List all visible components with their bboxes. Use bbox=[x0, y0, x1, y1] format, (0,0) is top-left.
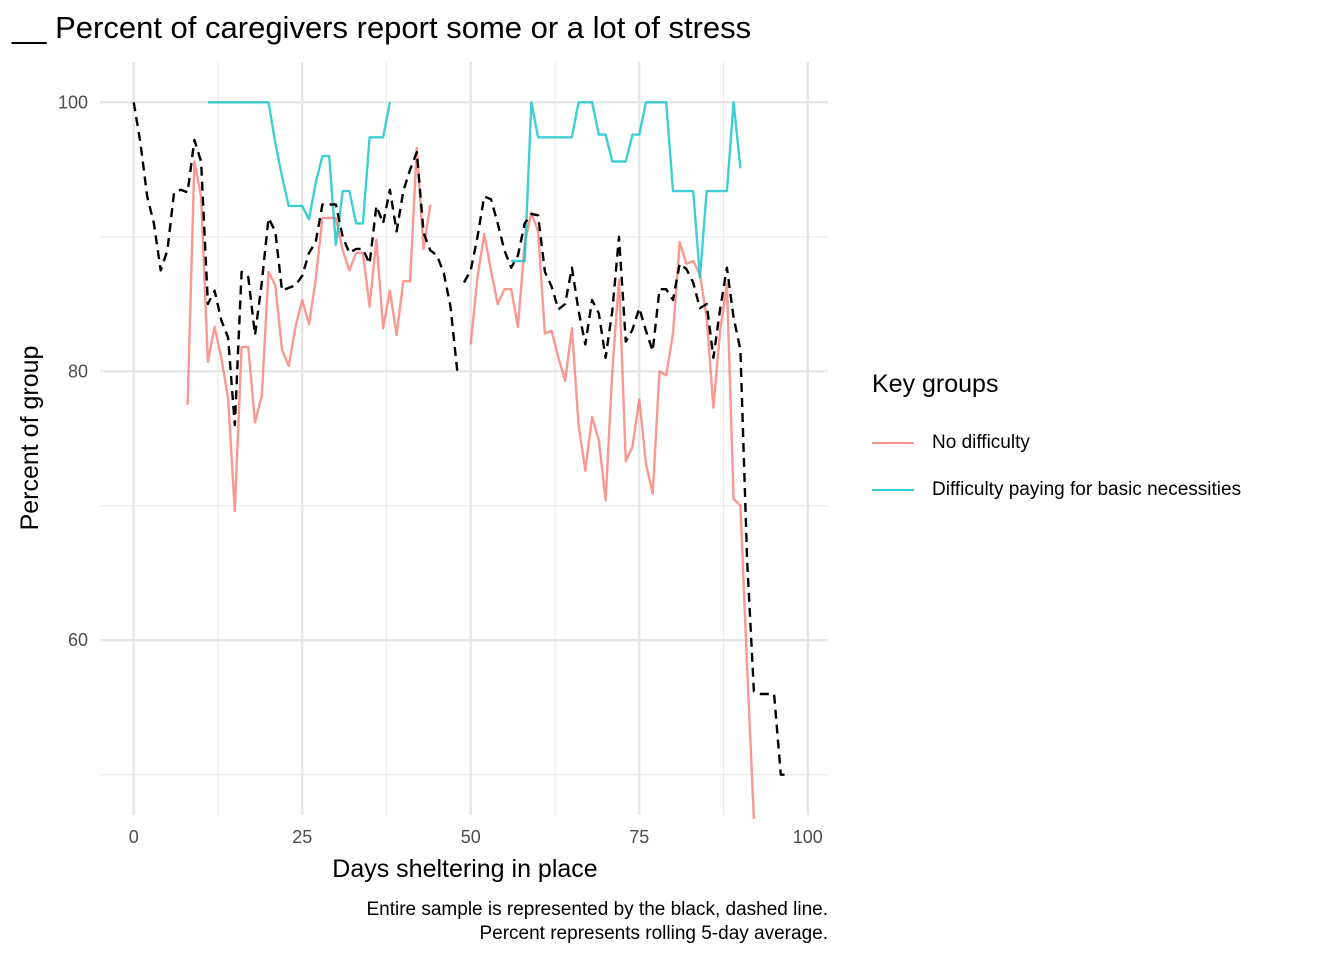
y-axis-title: Percent of group bbox=[16, 346, 44, 531]
series-line-difficulty-paying bbox=[207, 101, 742, 279]
series-line-no-difficulty bbox=[186, 146, 756, 820]
x-axis-title: Days sheltering in place bbox=[332, 855, 597, 883]
x-tick-label: 100 bbox=[793, 827, 823, 847]
legend-key-no-difficulty bbox=[872, 441, 914, 444]
caption-line-1: Entire sample is represented by the blac… bbox=[366, 899, 828, 920]
x-tick-label: 50 bbox=[461, 827, 481, 847]
legend-title: Key groups bbox=[872, 370, 999, 398]
legend-item-no-difficulty: No difficulty bbox=[872, 419, 1241, 466]
y-tick-label: 100 bbox=[58, 92, 88, 112]
gridlines bbox=[100, 62, 828, 815]
chart-title: __ Percent of caregivers report some or … bbox=[12, 10, 752, 45]
legend-label-no-difficulty: No difficulty bbox=[932, 431, 1030, 453]
legend-item-difficulty-paying: Difficulty paying for basic necessities bbox=[872, 466, 1241, 513]
legend-key-difficulty-paying bbox=[872, 488, 914, 491]
x-tick-label: 0 bbox=[129, 827, 139, 847]
plot-area: 0 25 50 75 100 60 80 100 Days sheltering in pla… bbox=[16, 62, 828, 883]
y-tick-label: 60 bbox=[68, 630, 88, 650]
series-line-entire-sample bbox=[132, 102, 788, 776]
x-tick-label: 25 bbox=[292, 827, 312, 847]
series-lines bbox=[132, 101, 788, 820]
legend-label-difficulty-paying: Difficulty paying for basic necessities bbox=[932, 478, 1242, 500]
chart-caption: Entire sample is represented by the blac… bbox=[200, 898, 828, 946]
y-tick-label: 80 bbox=[68, 361, 88, 381]
tick-labels: 0 25 50 75 100 60 80 100 bbox=[58, 92, 823, 847]
caption-line-2: Percent represents rolling 5-day average… bbox=[479, 923, 828, 944]
legend: Key groups No difficulty Difficulty payi… bbox=[872, 370, 1241, 513]
x-tick-label: 75 bbox=[629, 827, 649, 847]
